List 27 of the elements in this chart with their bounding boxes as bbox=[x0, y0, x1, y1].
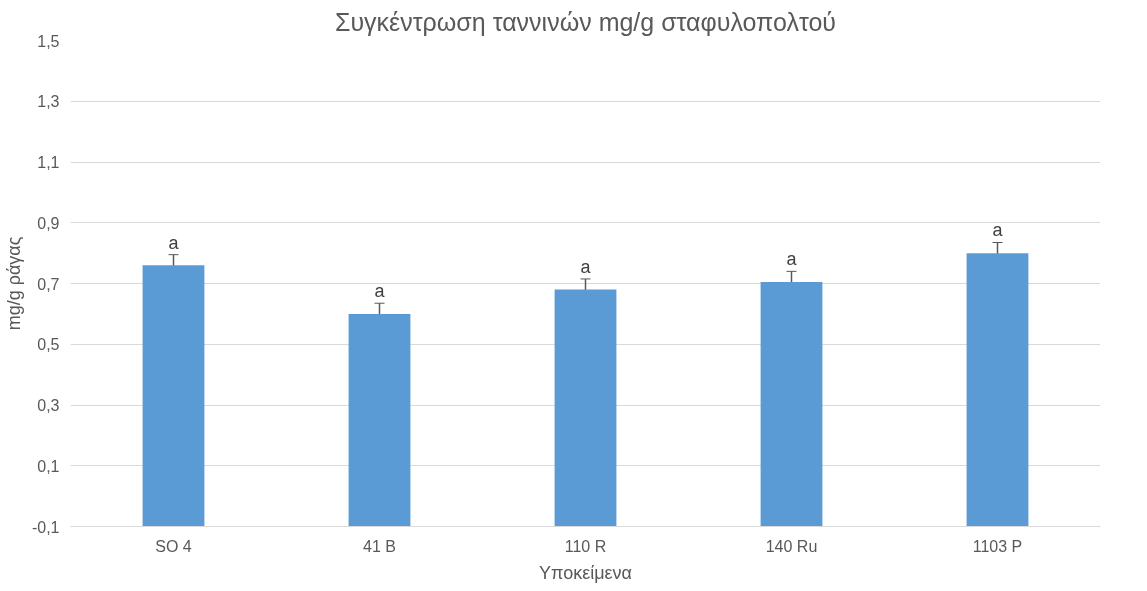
y-tick-label: 1,5 bbox=[37, 32, 60, 50]
y-tick-label: 0,7 bbox=[37, 275, 60, 293]
bar bbox=[966, 253, 1029, 527]
x-tick-label: 41 B bbox=[363, 537, 396, 555]
y-tick-label: 0,1 bbox=[37, 457, 60, 475]
annotation: a bbox=[786, 249, 798, 270]
y-tick-label: 0,9 bbox=[37, 214, 60, 232]
y-tick-label: 0,5 bbox=[37, 336, 60, 354]
bar bbox=[348, 313, 411, 527]
bar bbox=[760, 281, 823, 527]
annotation: a bbox=[992, 220, 1004, 241]
annotation: a bbox=[168, 232, 180, 253]
y-axis-title: mg/g ράγας bbox=[3, 236, 24, 331]
x-tick-label: SO 4 bbox=[155, 537, 192, 555]
y-tick-label: 1,1 bbox=[37, 154, 60, 171]
chart-title: Συγκέντρωση ταννινών mg/g σταφυλοπολτού bbox=[334, 7, 837, 36]
annotation: a bbox=[374, 281, 386, 302]
y-tick-label: -0,1 bbox=[31, 518, 60, 536]
annotation: a bbox=[580, 256, 592, 277]
y-tick-label: 1,3 bbox=[37, 93, 60, 111]
x-tick-label: 110 R bbox=[564, 537, 607, 555]
x-tick-label: 1103 P bbox=[972, 537, 1023, 555]
bar bbox=[142, 265, 205, 527]
x-tick-label: 140 Ru bbox=[765, 537, 818, 555]
y-tick-label: 0,3 bbox=[37, 397, 60, 414]
x-axis-title: Υποκείμενα bbox=[539, 562, 633, 583]
bar bbox=[554, 289, 617, 527]
